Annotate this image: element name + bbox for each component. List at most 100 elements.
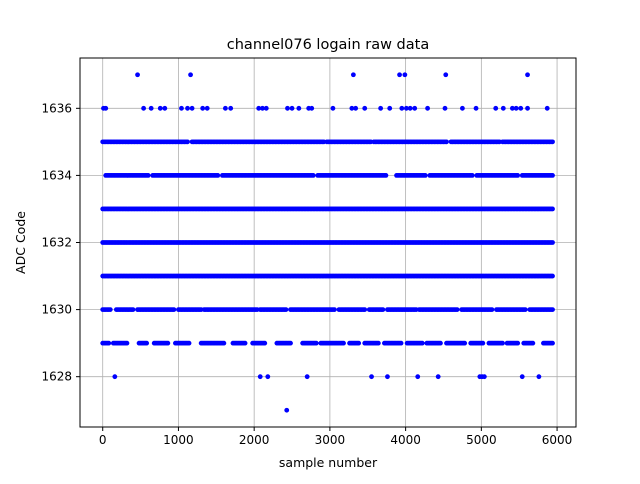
x-tick-label: 1000	[163, 433, 194, 447]
data-point	[144, 340, 150, 346]
data-point	[145, 173, 151, 178]
data-point	[462, 340, 468, 346]
data-point	[242, 340, 248, 346]
data-point	[309, 105, 315, 111]
x-tick-label: 0	[99, 433, 107, 447]
data-point	[415, 374, 421, 380]
data-point	[313, 340, 319, 346]
data-point	[380, 307, 386, 312]
data-point	[550, 273, 555, 279]
data-point	[397, 72, 402, 78]
data-point	[522, 307, 528, 312]
data-point	[332, 307, 337, 312]
data-point	[353, 105, 359, 111]
data-point	[185, 105, 190, 111]
data-point	[341, 340, 346, 346]
y-tick-label: 1634	[41, 168, 72, 182]
data-point	[106, 340, 112, 346]
data-point	[481, 374, 487, 380]
x-tick-label: 3000	[315, 433, 346, 447]
data-point	[310, 173, 316, 178]
data-point	[330, 105, 336, 111]
data-point	[215, 173, 221, 178]
data-point	[107, 307, 113, 312]
data-point	[518, 105, 524, 111]
data-point	[500, 340, 505, 346]
data-point	[435, 374, 441, 380]
data-point	[422, 173, 428, 178]
data-point	[165, 340, 171, 346]
data-point	[385, 374, 390, 380]
data-point	[519, 374, 525, 380]
data-point	[550, 340, 555, 346]
data-point	[349, 105, 355, 111]
data-point	[480, 340, 486, 346]
data-point	[515, 340, 521, 346]
data-point	[407, 105, 413, 111]
data-point	[530, 340, 536, 346]
data-point	[179, 105, 184, 111]
data-point	[204, 105, 210, 111]
data-point	[222, 105, 228, 111]
x-tick-label: 6000	[542, 433, 573, 447]
y-tick-label: 1630	[41, 303, 72, 317]
data-point	[489, 307, 495, 312]
data-point	[186, 340, 192, 346]
data-point	[265, 374, 271, 380]
data-point	[398, 340, 404, 346]
data-point	[257, 374, 263, 380]
data-point	[550, 139, 555, 145]
data-point	[444, 139, 449, 145]
tick-layer: 0 1000 2000 3000 4000 5000 6000 1628 1630 1632 163…	[41, 101, 572, 447]
data-point	[304, 374, 310, 380]
data-point	[284, 407, 290, 413]
data-point	[550, 173, 555, 178]
data-point	[513, 105, 519, 111]
data-point	[263, 105, 269, 111]
x-tick-label: 5000	[466, 433, 497, 447]
data-point	[262, 340, 268, 346]
x-tick-label: 4000	[390, 433, 421, 447]
x-axis-label: sample number	[279, 455, 378, 470]
data-point	[473, 105, 479, 111]
data-point	[383, 173, 389, 178]
y-tick-label: 1628	[41, 370, 72, 384]
data-point	[469, 173, 475, 178]
x-tick-label: 2000	[239, 433, 270, 447]
y-tick-label: 1636	[41, 101, 72, 115]
data-point	[509, 105, 515, 111]
data-point	[500, 105, 506, 111]
data-point	[536, 374, 542, 380]
data-point	[378, 105, 384, 111]
data-point	[157, 105, 163, 111]
data-point	[162, 105, 168, 111]
data-point	[141, 105, 147, 111]
data-point	[228, 105, 234, 111]
data-point	[493, 105, 499, 111]
chart-title: channel076 logain raw data	[227, 37, 429, 53]
data-point	[454, 307, 460, 312]
data-point	[103, 105, 109, 111]
data-point	[148, 105, 154, 111]
data-point	[171, 307, 177, 312]
data-point	[550, 240, 555, 245]
data-point	[124, 340, 130, 346]
points-layer	[100, 72, 555, 413]
data-point	[525, 105, 530, 111]
data-point	[285, 105, 290, 111]
data-point	[188, 72, 193, 78]
data-point	[438, 340, 443, 346]
data-point	[402, 72, 408, 78]
data-point	[515, 173, 521, 178]
data-point	[350, 72, 356, 78]
data-point	[112, 374, 118, 380]
data-point	[425, 105, 430, 111]
data-point	[442, 105, 448, 111]
y-tick-label: 1632	[41, 236, 72, 250]
data-point	[403, 105, 409, 111]
data-point	[362, 105, 368, 111]
data-point	[289, 105, 295, 111]
data-point	[135, 72, 140, 78]
